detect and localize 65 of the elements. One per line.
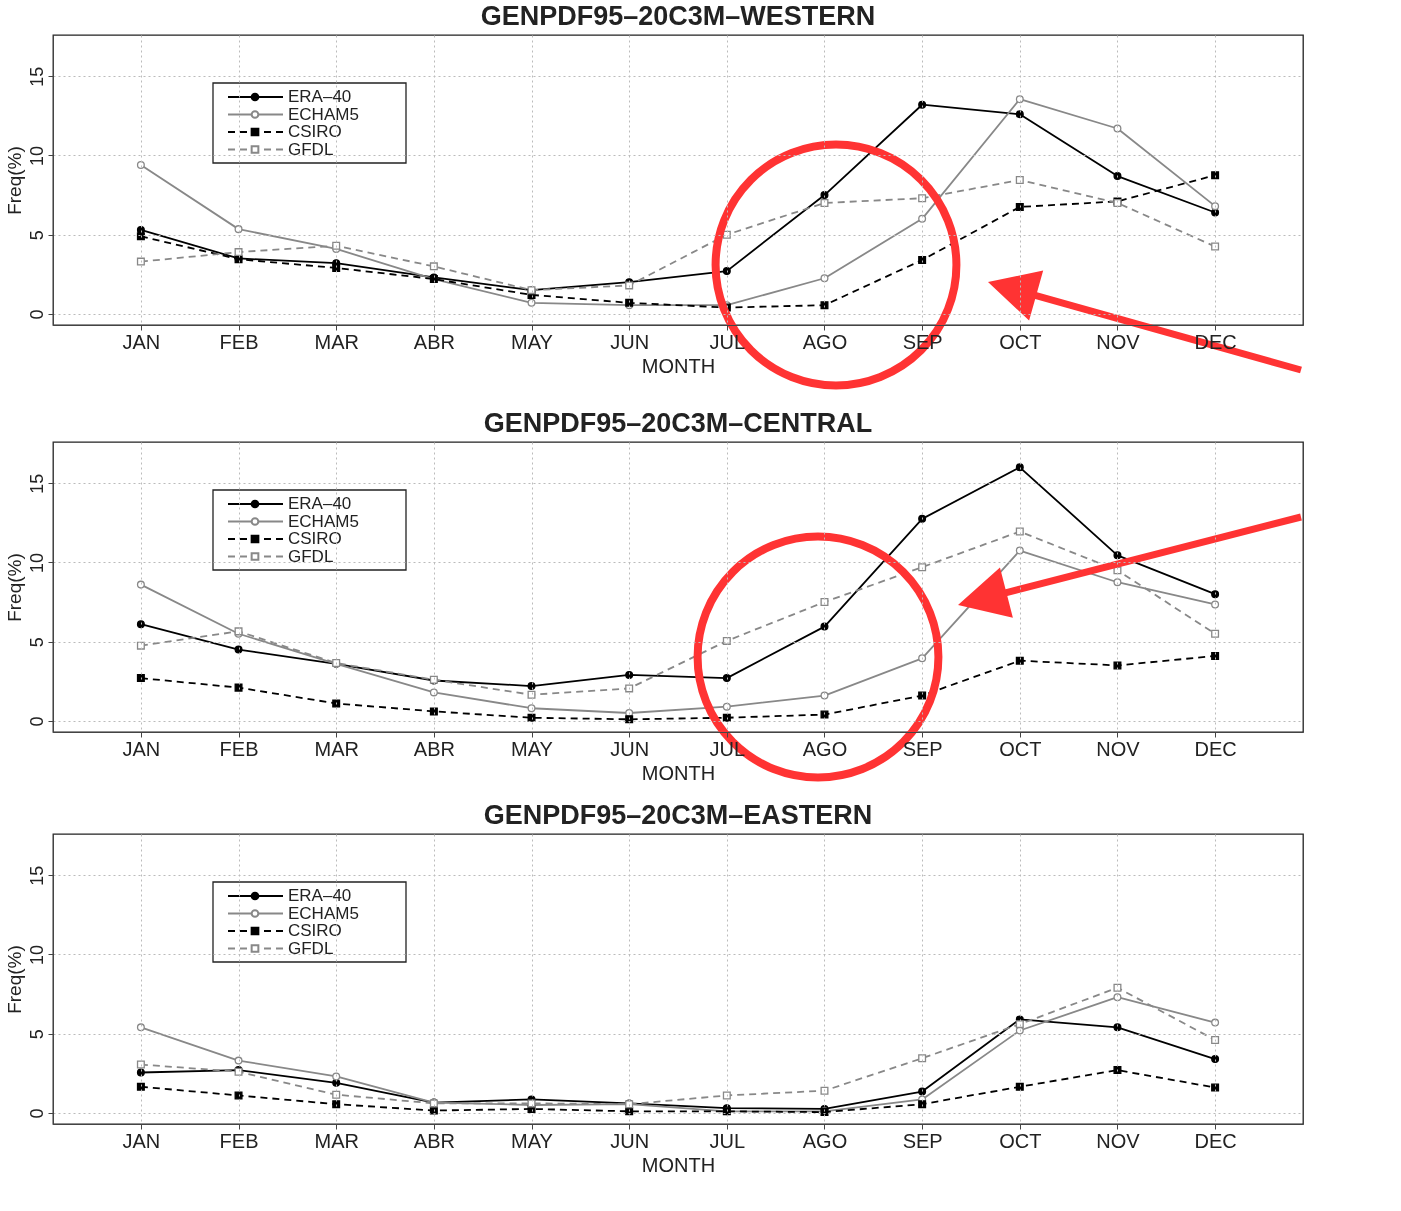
y-tick-label: 15 [26,865,47,886]
legend-label: ECHAM5 [288,903,359,923]
legend-label: CSIRO [288,921,342,940]
x-tick-label: MAY [511,737,553,760]
y-tick-label: 15 [26,473,47,494]
y-axis-title: Freq(%) [3,146,25,215]
legend-label: GFDL [288,546,334,566]
chart-title: GENPDF95–20C3M–EASTERN [483,800,873,830]
y-tick-label: 0 [26,1108,47,1119]
legend-label: CSIRO [288,529,342,548]
x-tick-label: FEB [219,1129,259,1152]
y-tick-label: 10 [26,944,47,965]
x-tick-label: FEB [219,330,259,353]
x-tick-label: JAN [122,737,161,760]
x-tick-label: JUN [610,1129,650,1152]
x-tick-label: SEP [902,1129,943,1152]
legend-label: ERA–40 [288,494,352,513]
x-tick-label: AGO [802,330,848,353]
x-tick-label: JUN [610,330,650,353]
y-tick-label: 5 [26,230,47,241]
y-axis-title: Freq(%) [3,945,25,1014]
x-tick-label: ABR [413,1129,455,1152]
y-tick-label: 0 [26,309,47,320]
x-tick-label: DEC [1194,1129,1237,1152]
x-tick-label: MAY [511,330,553,353]
x-tick-label: SEP [902,737,943,760]
x-tick-label: NOV [1096,737,1141,760]
x-tick-label: NOV [1096,1129,1141,1152]
x-tick-label: OCT [999,1129,1042,1152]
y-axis-title: Freq(%) [3,553,25,622]
x-tick-label: ABR [413,330,455,353]
y-tick-label: 5 [26,637,47,648]
x-tick-label: JAN [122,330,161,353]
x-tick-label: AGO [802,737,848,760]
x-tick-label: JUL [709,1129,746,1152]
x-tick-label: MAR [314,737,359,760]
x-tick-label: OCT [999,737,1042,760]
x-tick-label: OCT [999,330,1042,353]
chart-title: GENPDF95–20C3M–CENTRAL [483,408,873,438]
legend-label: ECHAM5 [288,104,359,124]
y-tick-label: 15 [26,66,47,87]
x-tick-label: DEC [1194,737,1237,760]
x-tick-label: MAR [314,330,359,353]
x-axis-title: MONTH [641,1153,716,1176]
x-axis-title: MONTH [641,761,716,784]
y-tick-label: 10 [26,552,47,573]
x-tick-label: FEB [219,737,259,760]
chart-title: GENPDF95–20C3M–WESTERN [480,1,876,31]
x-tick-label: MAY [511,1129,553,1152]
x-tick-label: JAN [122,1129,161,1152]
x-tick-label: ABR [413,737,455,760]
legend-label: ERA–40 [288,886,352,905]
x-tick-label: AGO [802,1129,848,1152]
x-axis-title: MONTH [641,354,716,377]
legend-label: ECHAM5 [288,511,359,531]
x-tick-label: NOV [1096,330,1141,353]
x-tick-label: JUN [610,737,650,760]
legend-label: GFDL [288,139,334,159]
legend-label: CSIRO [288,122,342,141]
y-tick-label: 5 [26,1029,47,1040]
legend-label: GFDL [288,938,334,958]
y-tick-label: 10 [26,145,47,166]
y-tick-label: 0 [26,716,47,727]
x-tick-label: MAR [314,1129,359,1152]
legend-label: ERA–40 [288,87,352,106]
